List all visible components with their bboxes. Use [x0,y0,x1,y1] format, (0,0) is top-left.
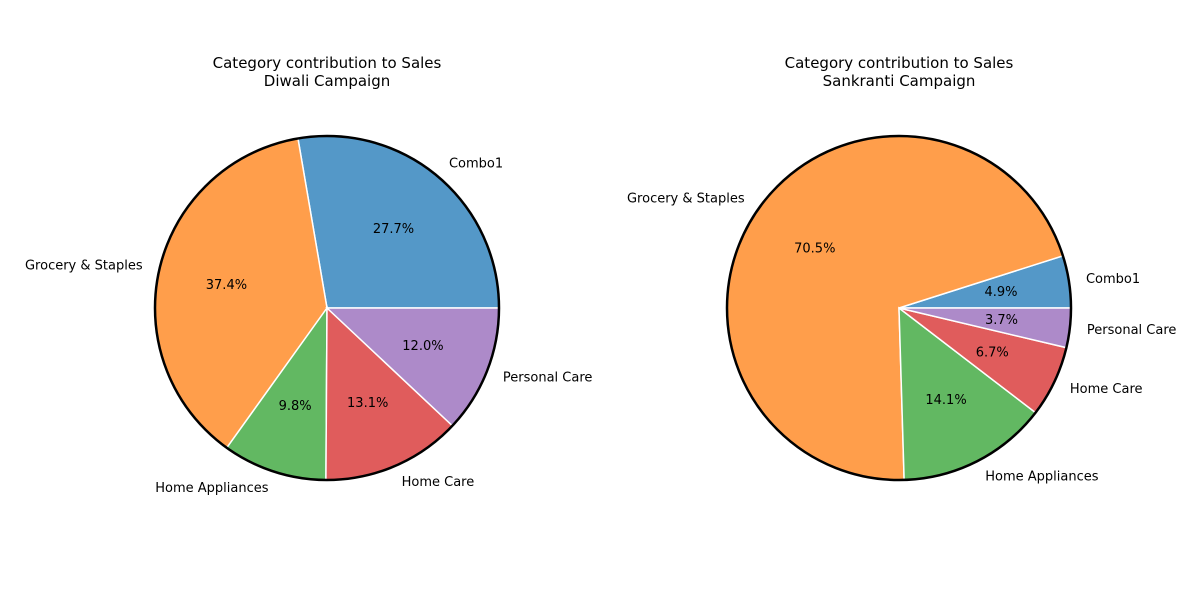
slice-label-home-care: Home Care [402,475,475,490]
chart-subtitle: Sankranti Campaign [823,72,976,90]
slice-percent-home-appliances: 14.1% [925,393,966,408]
slice-label-home-appliances: Home Appliances [985,469,1098,484]
slice-label-grocery-and-staples: Grocery & Staples [25,259,143,274]
pie-labels: Combo1 4.9% Grocery & Staples 70.5% Home App… [627,192,1176,485]
slice-label-personal-care: Personal Care [503,371,593,386]
slice-label-combo1: Combo1 [1086,272,1140,287]
pie-outline [153,134,501,482]
slice-percent-home-care: 6.7% [976,345,1009,360]
slice-percent-grocery-and-staples: 70.5% [794,241,835,256]
pie-slices [725,134,1073,482]
slice-label-grocery-and-staples: Grocery & Staples [627,192,745,207]
slice-percent-personal-care: 3.7% [985,313,1018,328]
slice-label-personal-care: Personal Care [1087,323,1177,338]
slice-label-combo1: Combo1 [449,156,503,171]
slice-label-home-care: Home Care [1070,382,1143,397]
chart-title: Category contribution to Sales [785,54,1014,72]
pie-outline [725,134,1073,482]
pie-slices [153,134,501,482]
slice-percent-combo1: 27.7% [373,222,414,237]
pie-chart-sankranti: Category contribution to Sales Sankranti… [627,54,1176,484]
chart-subtitle: Diwali Campaign [264,72,390,90]
slice-percent-grocery-and-staples: 37.4% [206,278,247,293]
slice-label-home-appliances: Home Appliances [155,481,268,496]
slice-percent-home-appliances: 9.8% [279,399,312,414]
chart-title: Category contribution to Sales [213,54,442,72]
slice-percent-combo1: 4.9% [984,285,1017,300]
pie-labels: Combo1 27.7% Grocery & Staples 37.4% Home Ap… [25,156,592,496]
pie-chart-diwali: Category contribution to Sales Diwali Ca… [25,54,592,496]
slice-percent-personal-care: 12.0% [402,339,443,354]
slice-percent-home-care: 13.1% [347,396,388,411]
